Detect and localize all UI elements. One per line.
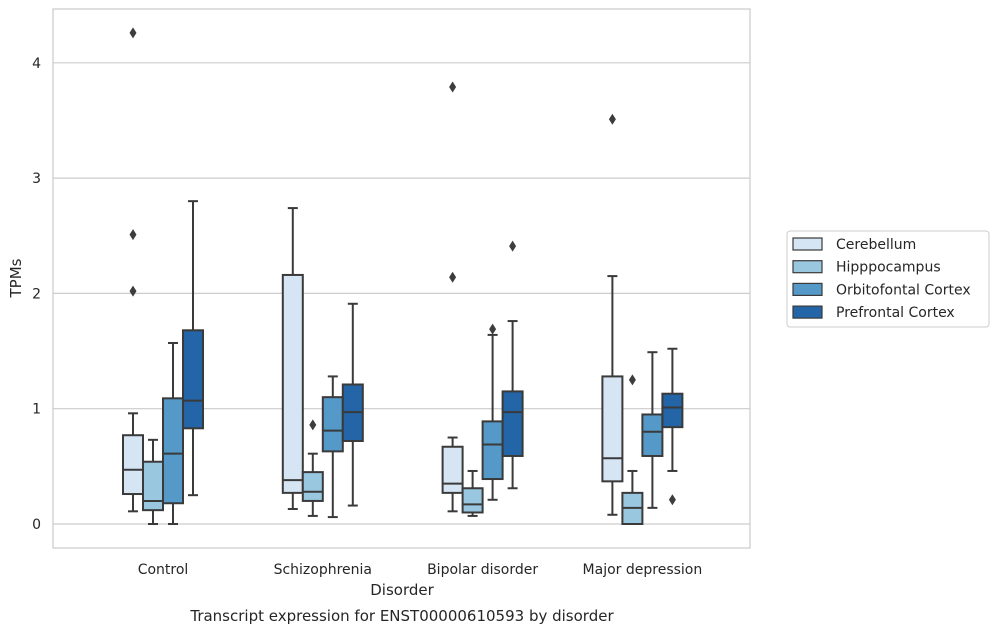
y-axis-ticks: 0 1 2 3 4: [32, 56, 41, 533]
outlier-point: [608, 113, 616, 125]
box-prefrontal-cortex: [182, 200, 204, 497]
legend-label: Hipppocampus: [836, 260, 941, 276]
box-cerebellum: [601, 113, 624, 516]
outlier-point: [129, 229, 137, 241]
x-tick-label: Bipolar disorder: [427, 562, 538, 578]
box-prefrontal-cortex: [661, 347, 684, 506]
legend-frame: [786, 230, 990, 328]
legend: Cerebellum Hipppocampus Orbitofontal Corte…: [786, 230, 990, 328]
legend-label: Cerebellum: [836, 237, 916, 253]
outlier-point: [668, 494, 676, 506]
box-iqr: [641, 413, 664, 457]
y-tick-label: 4: [32, 56, 41, 72]
box-cerebellum: [122, 27, 144, 513]
box-orbitofontal-cortex: [641, 351, 664, 509]
boxes: [122, 27, 684, 525]
outlier-point: [129, 285, 137, 297]
box-iqr: [461, 487, 484, 514]
outlier-point: [449, 81, 457, 93]
box-iqr: [281, 273, 304, 494]
y-tick-label: 3: [32, 171, 41, 187]
x-axis-title: Disorder: [370, 581, 434, 599]
outlier-point: [449, 271, 457, 283]
x-tick-label: Control: [138, 562, 189, 578]
box-iqr: [162, 397, 184, 505]
legend-swatch: [792, 260, 823, 274]
legend-swatch: [792, 282, 823, 296]
box-iqr: [182, 329, 204, 430]
box-hipppocampus: [301, 419, 324, 517]
x-tick-label: Major depression: [583, 562, 703, 578]
y-tick-label: 0: [32, 517, 41, 533]
box-orbitofontal-cortex: [321, 375, 344, 519]
box-cerebellum: [441, 81, 464, 513]
box-cerebellum: [281, 207, 304, 511]
box-prefrontal-cortex: [501, 240, 524, 490]
outlier-point: [489, 323, 497, 335]
outlier-point: [309, 419, 317, 431]
outlier-point: [628, 374, 636, 386]
y-axis-title: TPMs: [7, 258, 25, 298]
box-iqr: [142, 460, 164, 512]
box-iqr: [481, 420, 504, 481]
box-iqr: [441, 445, 464, 494]
box-iqr: [661, 392, 684, 429]
box-hipppocampus: [621, 374, 644, 525]
legend-swatch: [792, 237, 823, 251]
outlier-point: [509, 240, 517, 252]
x-axis-ticks: Control Schizophrenia Bipolar disorder Majo…: [138, 562, 703, 578]
legend-label: Orbitofontal Cortex: [836, 282, 971, 298]
box-prefrontal-cortex: [341, 302, 364, 507]
y-tick-label: 2: [32, 286, 41, 302]
box-iqr: [321, 396, 344, 453]
plot-frame: [52, 8, 751, 549]
legend-label: Prefrontal Cortex: [836, 305, 955, 321]
y-tick-label: 1: [32, 402, 41, 418]
box-iqr: [301, 471, 324, 502]
box-iqr: [501, 390, 524, 457]
box-hipppocampus: [461, 469, 484, 517]
outlier-point: [129, 27, 137, 39]
box-iqr: [601, 375, 624, 483]
box-orbitofontal-cortex: [162, 341, 184, 525]
legend-swatch: [792, 305, 823, 319]
box-iqr: [122, 434, 144, 496]
x-tick-label: Schizophrenia: [274, 562, 372, 578]
chart-caption: Transcript expression for ENST0000061059…: [189, 607, 614, 625]
